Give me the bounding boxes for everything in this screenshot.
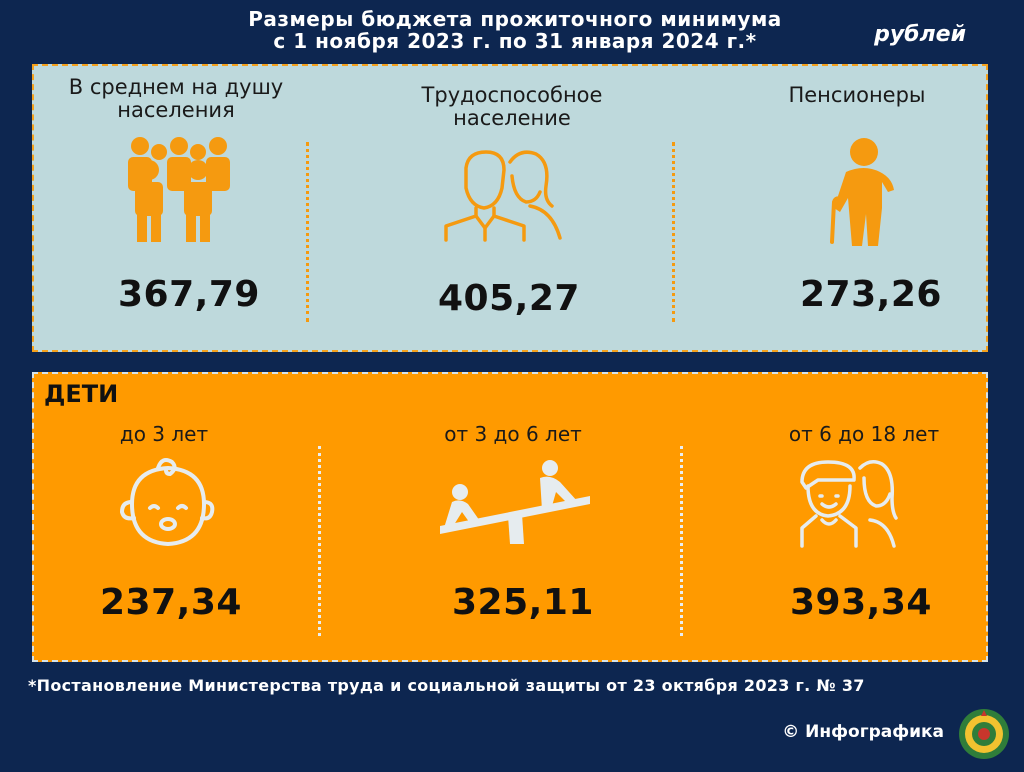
divider bbox=[680, 446, 683, 636]
page-title: Размеры бюджета прожиточного минимума с … bbox=[150, 8, 880, 52]
age-6-18-value: 393,34 bbox=[790, 582, 932, 623]
age-0-3-label: до 3 лет bbox=[119, 422, 209, 446]
average-value: 367,79 bbox=[118, 274, 260, 315]
age-3-6-value: 325,11 bbox=[452, 582, 594, 623]
footnote: *Постановление Министерства труда и соци… bbox=[28, 676, 865, 695]
working-age-value: 405,27 bbox=[438, 278, 580, 319]
unit-label: рублей bbox=[874, 22, 966, 47]
emblem-icon bbox=[959, 709, 1009, 759]
credit-label: © Инфографика bbox=[782, 722, 944, 742]
working-age-label: Трудоспособное население bbox=[421, 83, 603, 130]
age-3-6-label: от 3 до 6 лет bbox=[444, 422, 582, 446]
children-heading: ДЕТИ bbox=[44, 380, 119, 408]
divider bbox=[318, 446, 321, 636]
age-0-3-value: 237,34 bbox=[100, 582, 242, 623]
divider bbox=[672, 142, 675, 322]
divider bbox=[306, 142, 309, 322]
adults-panel: В среднем на душу населения 367,79 Трудо… bbox=[32, 64, 988, 352]
adult-group-label: В среднем на душу населения bbox=[68, 75, 284, 122]
group-people-icon bbox=[128, 137, 230, 242]
children-panel: ДЕТИ до 3 лет 237,34 от 3 до 6 лет 325,1… bbox=[32, 372, 988, 662]
title-line-1: Размеры бюджета прожиточного минимума bbox=[248, 7, 782, 31]
elderly-person-with-cane-icon bbox=[830, 138, 894, 246]
pensioners-label: Пенсионеры bbox=[788, 83, 926, 107]
seesaw-kids-icon bbox=[440, 460, 590, 544]
age-6-18-label: от 6 до 18 лет bbox=[788, 422, 940, 446]
baby-face-icon bbox=[119, 458, 215, 547]
pensioners-value: 273,26 bbox=[800, 274, 942, 315]
man-woman-icon bbox=[444, 150, 562, 242]
title-line-2: с 1 ноября 2023 г. по 31 января 2024 г.* bbox=[273, 29, 757, 53]
teen-boy-girl-icon bbox=[800, 460, 898, 548]
